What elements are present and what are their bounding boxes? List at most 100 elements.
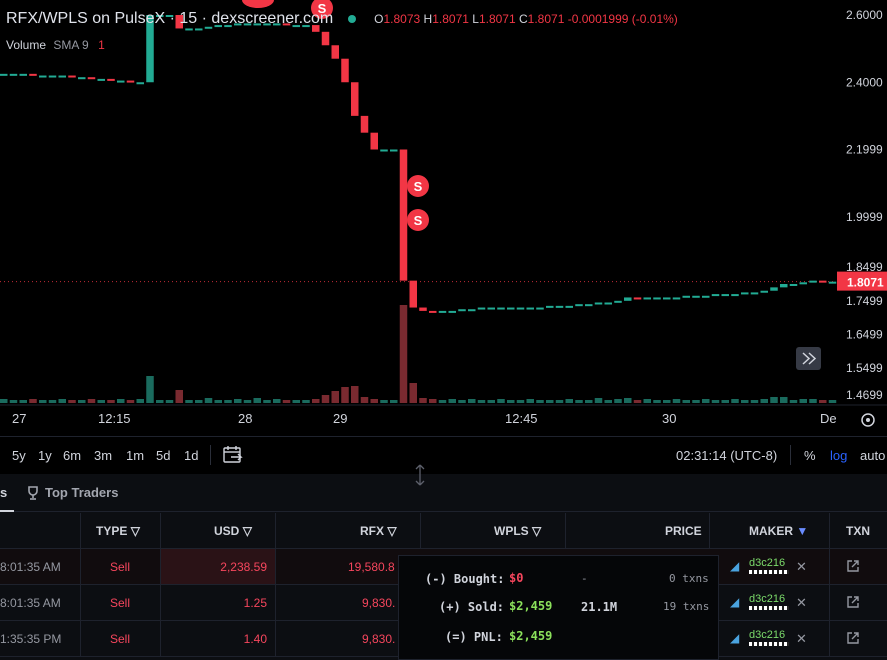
gear-icon-center (866, 418, 870, 422)
candle (370, 132, 378, 150)
volume-bar (29, 399, 37, 403)
candle (263, 23, 271, 26)
external-link-icon[interactable] (847, 596, 859, 611)
volume-bar (633, 400, 642, 403)
open-value: 1.8073 (383, 12, 421, 26)
maker-tag (749, 570, 789, 574)
volume-bar (156, 400, 164, 403)
volume-bar (126, 400, 135, 403)
price-tick-label: 1.9999 (846, 210, 883, 224)
candle (526, 307, 534, 310)
wpls-header-label: WPLS (494, 524, 529, 538)
sold-txns: 19 txns (663, 600, 710, 613)
volume-bar (146, 376, 154, 403)
volume-bar (624, 398, 632, 403)
filter-icon[interactable]: ▽ (532, 524, 542, 538)
price-chart[interactable]: 2.6000 2.4000 2.1999 1.9999 1.8499 1.7499 1.64… (0, 0, 887, 436)
log-scale-toggle[interactable]: log (830, 448, 848, 463)
external-link-icon[interactable] (847, 560, 859, 575)
candle (360, 115, 369, 133)
candle (487, 307, 495, 310)
auto-scale-toggle[interactable]: auto (860, 448, 886, 463)
volume-bar (448, 399, 456, 403)
candle (185, 28, 193, 31)
volume-value: 1 (98, 38, 105, 52)
rfx-cell: 9,830. (362, 632, 396, 646)
tab-top-traders[interactable]: Top Traders (45, 485, 119, 500)
price-header[interactable]: PRICE (665, 524, 702, 538)
chart-legend: RFX/WPLS on PulseX · 15 · dexscreener.co… (6, 10, 678, 28)
range-6m-button[interactable]: 6m (63, 448, 82, 463)
maker-cell[interactable]: d3c216 (749, 591, 789, 610)
type-cell: Sell (110, 560, 131, 574)
type-header[interactable]: TYPE ▽ (96, 513, 140, 549)
maker-cell[interactable]: d3c216 (749, 627, 789, 646)
volume-bar (429, 399, 437, 403)
range-5d-button[interactable]: 5d (156, 448, 171, 463)
candle (692, 295, 700, 298)
date-range-icon[interactable] (222, 445, 244, 468)
pnl-label: (=) PNL: (445, 630, 503, 644)
wpls-header[interactable]: WPLS ▽ (494, 513, 541, 549)
live-indicator-icon (347, 14, 356, 23)
volume-bar (750, 400, 759, 403)
candle (204, 26, 213, 29)
close-icon[interactable]: ✕ (796, 559, 807, 574)
candle (594, 302, 603, 305)
toolbar-divider (210, 445, 211, 465)
price-tick-label: 1.7499 (846, 294, 883, 308)
candle (741, 292, 749, 295)
volume-bar (828, 400, 837, 403)
volume-bar (9, 400, 18, 403)
filter-icon[interactable]: ▽ (130, 524, 140, 538)
maker-tag (749, 606, 789, 610)
external-link-icon[interactable] (847, 632, 859, 647)
candle (78, 77, 86, 80)
range-1m-button[interactable]: 1m (126, 448, 145, 463)
volume-legend: Volume SMA 9 1 (6, 38, 105, 52)
volume-bar (672, 399, 681, 403)
column-divider (80, 513, 81, 549)
volume-bar (107, 400, 115, 403)
filter-active-icon[interactable]: ▼ (796, 524, 809, 538)
trophy-icon (26, 486, 40, 505)
candle (107, 78, 115, 81)
volume-bar (789, 400, 798, 403)
volume-bar (614, 399, 622, 403)
usd-cell: 1.25 (243, 596, 267, 610)
candle (156, 15, 164, 17)
resize-handle-icon[interactable] (414, 464, 426, 491)
tab-transactions[interactable]: s (0, 485, 8, 500)
range-5y-button[interactable]: 5y (12, 448, 26, 463)
maker-header[interactable]: MAKER ▼ (749, 513, 808, 549)
range-1d-button[interactable]: 1d (184, 448, 199, 463)
timezone-clock[interactable]: 02:31:14 (UTC-8) (676, 448, 778, 463)
volume-bar (507, 400, 515, 403)
volume-bar (555, 400, 564, 403)
candle (828, 281, 837, 284)
range-3m-button[interactable]: 3m (94, 448, 113, 463)
volume-bar (419, 398, 427, 403)
range-1y-button[interactable]: 1y (38, 448, 52, 463)
price-tick-label: 2.4000 (846, 75, 883, 89)
volume-bar (68, 400, 76, 403)
candle (633, 297, 642, 300)
close-icon[interactable]: ✕ (796, 595, 807, 610)
rfx-header[interactable]: RFX ▽ (360, 513, 397, 549)
candle (214, 25, 222, 28)
price-tick-label: 2.1999 (846, 143, 883, 157)
filter-icon[interactable]: ▽ (242, 524, 252, 538)
candle (19, 73, 27, 76)
candle (789, 284, 798, 287)
rfx-header-label: RFX (360, 524, 384, 538)
current-price-label: 1.8071 (847, 276, 884, 290)
column-divider (420, 513, 421, 549)
candle (399, 149, 408, 281)
percent-scale-toggle[interactable]: % (804, 448, 816, 463)
close-icon[interactable]: ✕ (796, 631, 807, 646)
volume-bar (409, 383, 417, 403)
candlestick-chart-canvas[interactable]: 2.6000 2.4000 2.1999 1.9999 1.8499 1.7499 1.64… (0, 0, 887, 436)
usd-header[interactable]: USD ▽ (214, 513, 252, 549)
maker-cell[interactable]: d3c216 (749, 555, 789, 574)
filter-icon[interactable]: ▽ (387, 524, 397, 538)
